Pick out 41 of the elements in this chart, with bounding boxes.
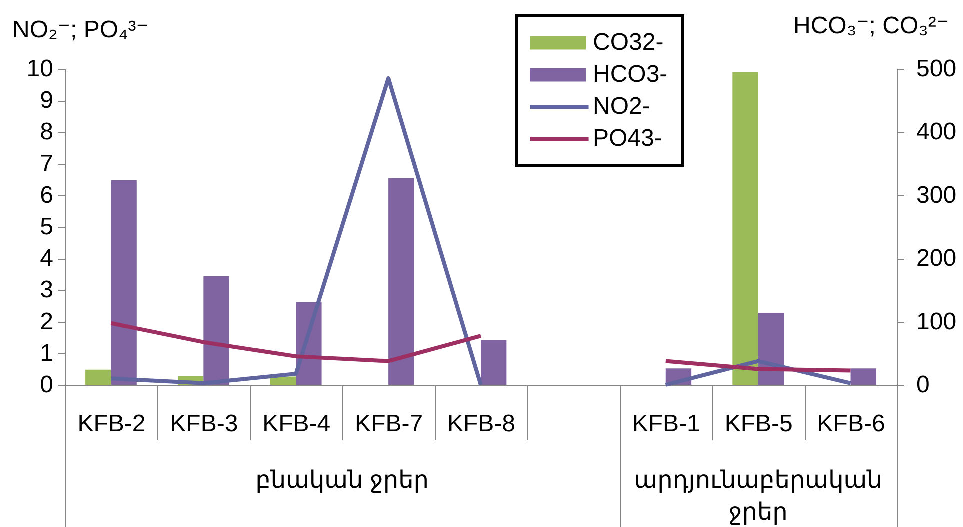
y-tick-label: 1 <box>40 340 54 367</box>
text: արդյունաբերական ջրեր <box>634 467 882 526</box>
y-tick-label: 8 <box>40 118 54 146</box>
y-tick-label: 9 <box>40 87 54 114</box>
legend-label: CO32- <box>593 29 664 56</box>
y-tick-label: 6 <box>40 182 54 209</box>
x-tick-label: KFB-6 <box>817 410 886 438</box>
y2-tick-label: 100 <box>916 308 957 336</box>
text: բնական ջրեր <box>256 467 430 494</box>
x-tick-label: KFB-8 <box>447 410 516 438</box>
y2-tick-label: 300 <box>916 182 957 209</box>
x-tick-label: KFB-3 <box>170 410 238 438</box>
bar <box>388 178 414 385</box>
x-tick-label: KFB-2 <box>78 410 146 438</box>
y2-tick-label: 500 <box>916 56 957 82</box>
y-tick-label: 4 <box>40 245 54 272</box>
x-tick-label: KFB-7 <box>355 410 424 438</box>
bar <box>111 180 137 385</box>
y2-tick-label: 200 <box>916 245 957 272</box>
bar <box>732 72 758 385</box>
x-tick-label: KFB-4 <box>262 410 331 438</box>
y2-axis-title: HCO₃⁻; CO₃²⁻ <box>794 12 950 40</box>
y-tick-label: 10 <box>26 56 54 82</box>
x-tick-label: KFB-5 <box>724 410 793 438</box>
bar <box>270 376 296 385</box>
y-tick-label: 0 <box>40 372 54 398</box>
legend-label: NO2- <box>593 93 650 120</box>
y-axis-title: NO₂⁻; PO₄³⁻ <box>12 16 149 44</box>
bar <box>850 368 876 385</box>
bar <box>86 370 112 385</box>
y-tick-label: 3 <box>40 276 54 304</box>
legend-label: HCO3- <box>593 61 668 88</box>
x-tick-label: KFB-1 <box>632 410 700 438</box>
y-tick-label: 7 <box>40 150 54 178</box>
bar <box>204 276 230 385</box>
y2-tick-label: 0 <box>916 372 930 398</box>
y-tick-label: 5 <box>40 214 54 240</box>
y-tick-label: 2 <box>40 308 54 336</box>
legend-label: PO43- <box>593 125 662 152</box>
bar <box>481 340 507 385</box>
y2-tick-label: 400 <box>916 118 957 146</box>
